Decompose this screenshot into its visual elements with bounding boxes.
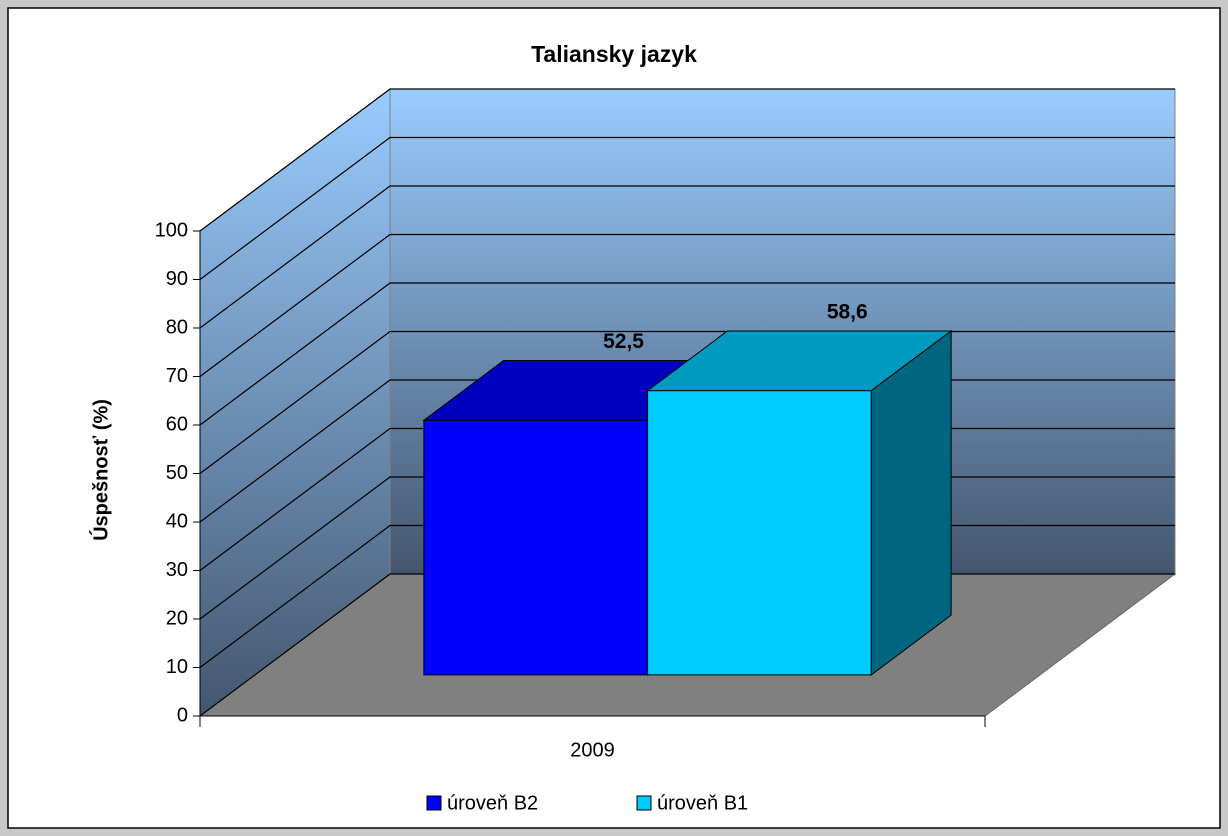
chart-title: Taliansky jazyk bbox=[531, 41, 697, 67]
legend-swatch bbox=[636, 795, 652, 811]
bar-front bbox=[423, 419, 649, 676]
y-tick-label: 10 bbox=[166, 656, 188, 678]
y-tick-label: 80 bbox=[166, 316, 188, 338]
y-tick-label: 20 bbox=[166, 607, 188, 629]
y-tick-label: 30 bbox=[166, 559, 188, 581]
bar-front bbox=[647, 390, 872, 676]
y-tick-label: 100 bbox=[155, 219, 188, 241]
y-tick-label: 90 bbox=[166, 268, 188, 290]
y-tick-label: 60 bbox=[166, 413, 188, 435]
y-tick-label: 70 bbox=[166, 365, 188, 387]
legend-swatch bbox=[426, 795, 442, 811]
data-label: 58,6 bbox=[827, 301, 868, 324]
data-label: 52,5 bbox=[603, 330, 644, 353]
grid-line bbox=[199, 136, 1175, 280]
y-tick-label: 40 bbox=[166, 510, 188, 532]
y-tick-label: 50 bbox=[166, 462, 188, 484]
grid-line bbox=[199, 282, 1175, 426]
bar-side bbox=[870, 329, 952, 676]
y-tick-label: 0 bbox=[177, 704, 188, 726]
grid-line bbox=[199, 185, 1175, 329]
grid-line bbox=[199, 233, 1175, 377]
x-tick-label: 2009 bbox=[570, 739, 615, 761]
y-axis-label: Úspešnosť (%) bbox=[88, 399, 112, 541]
legend-label: úroveň B1 bbox=[657, 792, 748, 814]
grid-line bbox=[199, 88, 1175, 232]
legend-label: úroveň B2 bbox=[447, 792, 538, 814]
